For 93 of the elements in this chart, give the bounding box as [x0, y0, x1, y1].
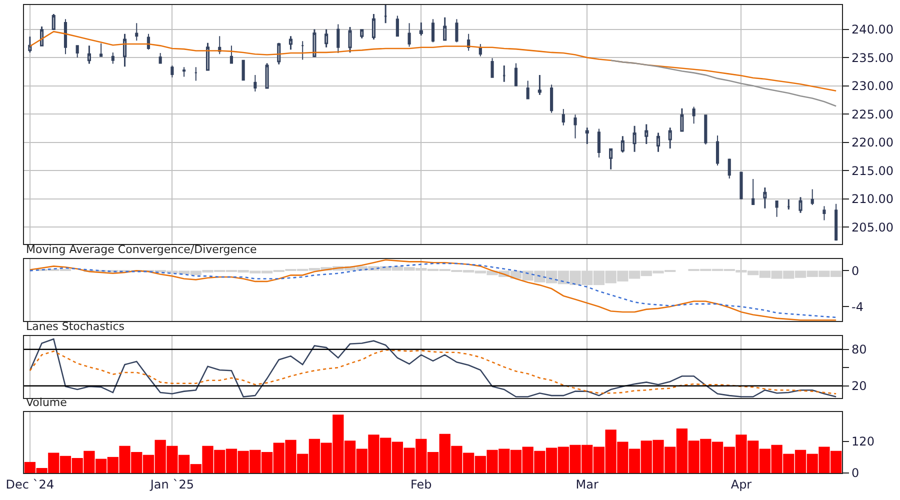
candlestick: [146, 33, 150, 50]
candlestick: [478, 43, 482, 57]
candlestick: [609, 148, 613, 170]
candlestick: [384, 5, 388, 24]
line-series: [610, 60, 837, 107]
y-tick-label: 240.00: [852, 22, 894, 36]
y-tick-label: -4: [852, 300, 864, 314]
candlestick: [775, 200, 778, 218]
candlestick: [538, 74, 542, 96]
candlestick: [620, 135, 624, 154]
candlestick: [360, 28, 364, 40]
candlestick: [111, 52, 114, 64]
candlestick: [728, 158, 731, 179]
candlestick: [798, 196, 802, 214]
y-tick-label: 220.00: [852, 136, 894, 150]
candlestick: [122, 33, 127, 68]
candlestick: [574, 114, 577, 139]
candlestick: [206, 42, 210, 71]
candlestick: [336, 24, 340, 54]
candlestick: [692, 106, 696, 124]
x-tick-label: Mar: [576, 478, 599, 492]
candlestick: [514, 62, 518, 87]
line-series: [29, 338, 837, 398]
candlestick: [644, 123, 648, 145]
y-tick-label: 215.00: [852, 164, 894, 178]
candlestick: [419, 22, 423, 36]
candlestick: [740, 172, 743, 200]
candlestick: [194, 66, 198, 82]
candlestick: [716, 135, 720, 166]
chart-title: Moving Average Convergence/Divergence: [26, 243, 258, 256]
candlestick: [550, 84, 554, 114]
candlestick: [668, 126, 672, 150]
chart-title: Lanes Stochastics: [26, 320, 125, 333]
candlestick: [408, 22, 411, 48]
candlestick: [632, 125, 636, 153]
y-tick-label: 225.00: [852, 107, 894, 122]
line-series: [29, 349, 837, 394]
candlestick: [443, 16, 447, 41]
candlestick: [87, 44, 91, 65]
candlestick: [597, 128, 601, 158]
candlestick: [431, 18, 435, 43]
candlestick: [230, 45, 233, 64]
candlestick: [348, 26, 352, 54]
y-tick-label: 210.00: [852, 192, 894, 206]
candlestick: [64, 18, 68, 55]
candlestick: [526, 80, 530, 100]
candlestick: [752, 178, 755, 206]
y-tick-label: 80: [852, 342, 867, 357]
x-tick-label: Jan `25: [149, 478, 194, 492]
candlestick: [52, 13, 56, 30]
candlestick: [704, 114, 708, 146]
candlestick: [265, 62, 269, 89]
candlestick: [490, 58, 494, 78]
y-tick-label: 0: [852, 466, 860, 480]
candlestick: [100, 42, 103, 57]
candlestick: [76, 45, 79, 58]
line-series: [29, 30, 837, 92]
candlestick: [396, 15, 399, 37]
candlestick: [28, 36, 32, 54]
candlestick: [585, 126, 589, 145]
chart-title: Volume: [26, 396, 68, 409]
candlestick: [135, 22, 138, 42]
y-tick-label: 20: [852, 379, 867, 394]
candlestick: [277, 42, 281, 66]
x-tick-label: Feb: [410, 478, 432, 492]
y-tick-label: 235.00: [852, 50, 894, 65]
x-tick-label: Apr: [730, 478, 752, 492]
candlestick: [40, 26, 44, 46]
candlestick: [763, 186, 767, 210]
candlestick: [656, 132, 660, 153]
candlestick: [312, 28, 316, 58]
candlestick: [170, 64, 174, 78]
candlestick: [324, 28, 328, 48]
x-tick-label: Dec `24: [6, 478, 54, 492]
candlestick: [301, 40, 304, 60]
candlestick: [288, 35, 293, 50]
candlestick: [834, 203, 838, 242]
y-tick-label: 120: [852, 434, 874, 449]
candlestick: [502, 64, 506, 83]
y-tick-label: 230.00: [852, 79, 894, 93]
candlestick: [680, 108, 684, 132]
candlestick: [158, 52, 162, 64]
candlestick: [372, 13, 376, 40]
y-tick-label: 205.00: [852, 220, 894, 234]
candlestick: [786, 198, 790, 210]
y-tick-label: 0: [852, 264, 860, 278]
candlestick: [242, 60, 245, 81]
candlestick: [455, 18, 458, 43]
candlestick: [562, 108, 565, 126]
candlestick: [822, 206, 826, 221]
candlestick: [810, 188, 814, 206]
candlestick: [254, 74, 257, 92]
candlestick: [182, 66, 186, 78]
